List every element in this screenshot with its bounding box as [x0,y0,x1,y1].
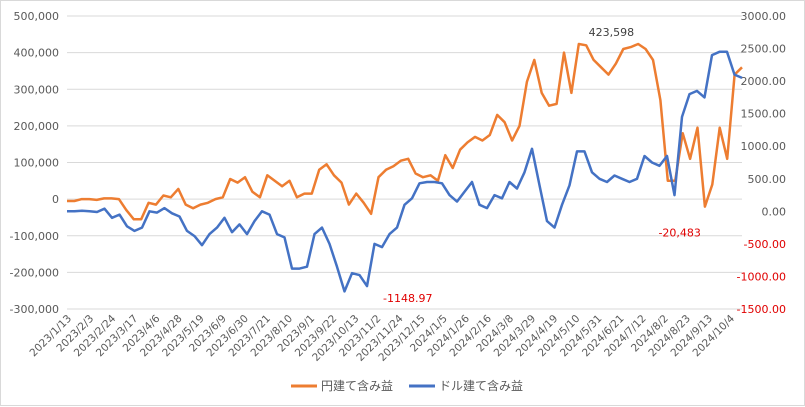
right-tick-label: 1500.00 [741,108,787,121]
annotation-min-yen: -20,483 [658,227,700,240]
left-tick-label: 500,000 [14,10,60,23]
series-lines [67,42,743,293]
right-tick-label: 500.00 [748,173,787,186]
series-line-1 [67,42,743,221]
left-tick-label: -200,000 [10,266,59,279]
left-tick-label: -300,000 [10,303,59,316]
right-tick-label: 1000.00 [741,140,787,153]
left-tick-label: 0 [52,193,59,206]
right-tick-label: 2000.00 [741,75,787,88]
right-tick-label: 3000.00 [741,10,787,23]
series-line-2 [67,50,743,293]
right-tick-label: 2500.00 [741,43,787,56]
right-tick-label: 0.00 [762,205,787,218]
right-tick-label: -1500.00 [737,303,786,316]
left-tick-label: 200,000 [14,120,60,133]
data-annotations: 423,598 -20,483 -1148.97 [383,26,701,305]
left-tick-label: -100,000 [10,230,59,243]
annotation-min-usd: -1148.97 [383,292,432,305]
x-axis-ticks: 2023/1/132023/2/32023/2/242023/3/172023/… [28,312,738,364]
annotation-max-yen: 423,598 [589,26,635,39]
right-tick-label: -1000.00 [737,270,786,283]
legend-label-1: 円建て含み益 [321,378,393,393]
left-tick-label: 400,000 [14,47,60,60]
right-tick-label: -500.00 [744,238,786,251]
legend-label-2: ドル建て含み益 [439,378,523,393]
right-axis-ticks: -1500.00 -1000.00 -500.00 0.00 500.00 1000.00… [737,10,786,316]
left-axis-ticks: -300,000 -200,000 -100,000 0 100,000 200,000 3… [10,10,59,316]
left-tick-label: 300,000 [14,83,60,96]
left-tick-label: 100,000 [14,157,60,170]
gridlines [67,15,742,310]
legend: 円建て含み益 ドル建て含み益 [291,378,523,393]
